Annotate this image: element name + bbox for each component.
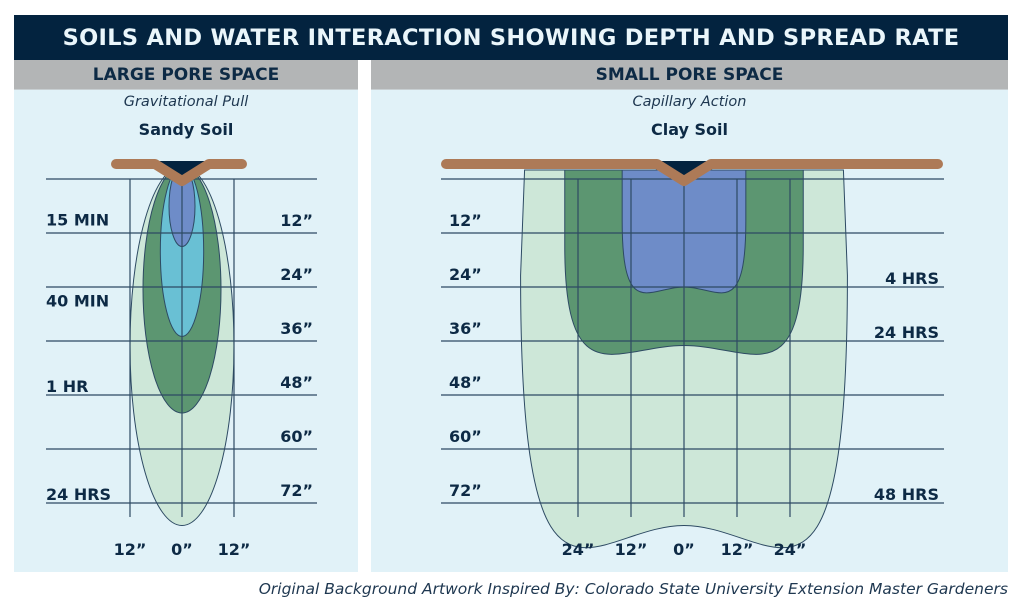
time-label: 4 HRS	[885, 269, 939, 288]
depth-label: 72”	[449, 481, 482, 500]
time-label: 40 MIN	[46, 292, 109, 311]
width-label: 0”	[171, 540, 193, 559]
depth-label: 36”	[449, 319, 482, 338]
time-label: 48 HRS	[874, 485, 939, 504]
depth-label: 72”	[280, 481, 313, 500]
depth-label: 60”	[280, 427, 313, 446]
depth-label: 60”	[449, 427, 482, 446]
depth-label: 48”	[280, 373, 313, 392]
soil-surface-line	[111, 159, 247, 186]
soil-type-label: Sandy Soil	[138, 120, 234, 139]
header-small-pore-space: SMALL PORE SPACE	[371, 60, 1008, 90]
soil-type-label: Clay Soil	[650, 120, 728, 139]
clay-soil-diagram: 12” 24” 36” 48” 60” 72” 4 HRS 24 HRS 48 HRS 24” 12…	[441, 159, 944, 559]
water-source-icon	[154, 161, 210, 178]
width-label: 12”	[114, 540, 147, 559]
credit-text: Original Background Artwork Inspired By:…	[258, 580, 1008, 598]
mechanism-label: Capillary Action	[632, 94, 747, 110]
width-label: 12”	[615, 540, 648, 559]
width-label: 12”	[218, 540, 251, 559]
depth-label: 48”	[449, 373, 482, 392]
depth-label: 24”	[449, 265, 482, 284]
width-label: 12”	[721, 540, 754, 559]
depth-label: 12”	[449, 211, 482, 230]
time-label: 1 HR	[46, 377, 88, 396]
mechanism-label: Gravitational Pull	[123, 94, 249, 110]
water-source-icon	[656, 161, 712, 178]
depth-label: 12”	[280, 211, 313, 230]
time-label: 15 MIN	[46, 211, 109, 230]
time-label: 24 HRS	[46, 485, 111, 504]
depth-label: 24”	[280, 265, 313, 284]
page-title: SOILS AND WATER INTERACTION SHOWING DEPT…	[14, 15, 1008, 60]
width-label: 24”	[774, 540, 807, 559]
header-large-pore-space: LARGE PORE SPACE	[14, 60, 358, 90]
time-label: 24 HRS	[874, 323, 939, 342]
soil-surface-line	[441, 159, 943, 186]
width-label: 0”	[673, 540, 695, 559]
width-label: 24”	[562, 540, 595, 559]
depth-label: 36”	[280, 319, 313, 338]
sandy-soil-diagram: 12” 24” 36” 48” 60” 72” 15 MIN 40 MIN 1 HR 24 HRS…	[46, 159, 317, 559]
